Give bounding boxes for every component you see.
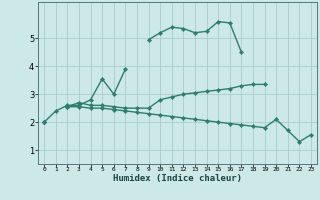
X-axis label: Humidex (Indice chaleur): Humidex (Indice chaleur): [113, 174, 242, 183]
